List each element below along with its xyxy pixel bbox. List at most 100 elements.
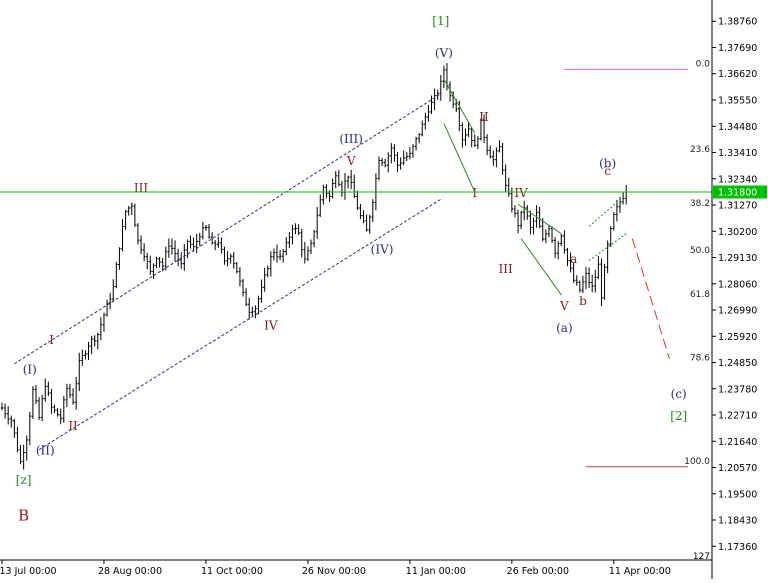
- fibo-level-label: 61.8: [690, 290, 710, 300]
- y-tick-label: 1.28060: [718, 279, 757, 290]
- y-tick-label: 1.38760: [718, 17, 757, 28]
- ohlc-bar: [575, 275, 579, 286]
- ohlc-bar: [220, 237, 223, 254]
- ohlc-bar: [278, 249, 282, 261]
- ohlc-bar: [572, 262, 575, 283]
- ohlc-bar: [207, 223, 211, 239]
- ohlc-bar: [158, 256, 161, 268]
- ohlc-bar: [111, 279, 115, 303]
- ohlc-bar: [183, 244, 186, 271]
- trend-line[interactable]: [520, 238, 562, 296]
- ohlc-bar: [485, 134, 489, 156]
- current-price-label: 1.31800: [718, 188, 757, 199]
- y-tick-label: 1.18430: [718, 516, 757, 527]
- ohlc-bar: [260, 279, 263, 303]
- ohlc-bar: [365, 214, 368, 232]
- ohlc-bar: [84, 350, 87, 360]
- ohlc-bar: [501, 142, 504, 175]
- ohlc-bar: [386, 152, 390, 173]
- ohlc-bar: [291, 224, 294, 245]
- trend-line[interactable]: [38, 198, 442, 451]
- trend-line[interactable]: [443, 78, 476, 134]
- ohlc-bar: [155, 256, 158, 269]
- ohlc-bar: [139, 235, 143, 255]
- ohlc-bar: [226, 251, 229, 267]
- ohlc-bar: [244, 288, 248, 306]
- ohlc-bar: [532, 217, 535, 235]
- ohlc-bars: [0, 62, 628, 470]
- trend-line[interactable]: [517, 203, 562, 235]
- wave-label: (III): [339, 132, 363, 146]
- x-tick-label: 11 Jan 00:00: [406, 566, 466, 577]
- ohlc-bar: [217, 236, 220, 248]
- ohlc-bar: [210, 232, 214, 245]
- ohlc-bar: [40, 394, 44, 422]
- ohlc-bar: [161, 257, 164, 272]
- ohlc-bar: [504, 164, 507, 193]
- ohlc-bar: [192, 237, 195, 252]
- ohlc-bar: [581, 275, 585, 294]
- ohlc-bar: [263, 267, 266, 292]
- wave-label: (I): [23, 363, 37, 377]
- ohlc-bar: [553, 237, 557, 258]
- ohlc-bar: [152, 263, 155, 279]
- ohlc-bar: [427, 105, 430, 122]
- wave-label: c: [604, 164, 611, 178]
- ohlc-bar: [250, 306, 254, 316]
- ohlc-bar: [303, 241, 307, 264]
- ohlc-bar: [284, 237, 288, 256]
- ohlc-bar: [529, 210, 532, 235]
- ohlc-bar: [223, 246, 226, 265]
- ohlc-bar: [6, 406, 10, 425]
- ohlc-bar: [65, 383, 69, 408]
- ohlc-bar: [587, 267, 591, 288]
- y-tick-label: 1.20570: [718, 463, 757, 474]
- ohlc-bar: [22, 444, 25, 470]
- ohlc-bar: [127, 206, 130, 216]
- ohlc-bar: [241, 278, 245, 297]
- ohlc-bar: [578, 280, 582, 293]
- ohlc-bar: [417, 133, 421, 144]
- ohlc-bar: [115, 261, 118, 289]
- ohlc-bar: [621, 191, 625, 205]
- y-tick-label: 1.31270: [718, 201, 757, 212]
- ohlc-bar: [371, 199, 375, 222]
- ohlc-bar: [9, 415, 13, 428]
- trend-line[interactable]: [443, 123, 476, 193]
- wave-label: B: [18, 507, 29, 525]
- ohlc-bar: [77, 352, 81, 392]
- ohlc-bar: [405, 152, 409, 161]
- wave-label: a: [570, 252, 577, 266]
- ohlc-bar: [164, 246, 168, 271]
- ohlc-bar: [390, 143, 393, 164]
- ohlc-bar: [118, 247, 121, 270]
- ohlc-bar: [136, 223, 140, 245]
- ohlc-bar: [254, 305, 257, 319]
- ohlc-bar: [167, 238, 171, 258]
- ohlc-bar: [467, 121, 470, 138]
- ohlc-bar: [559, 233, 563, 246]
- current-price-tag: [713, 185, 767, 199]
- wave-label: [1]: [432, 14, 449, 28]
- ohlc-bar: [479, 118, 483, 141]
- ohlc-bar: [541, 218, 545, 242]
- ohlc-bar: [495, 147, 498, 168]
- ohlc-bar: [516, 209, 520, 234]
- ohlc-bar: [294, 223, 297, 235]
- ohlc-bar: [461, 122, 464, 148]
- ohlc-bar: [121, 219, 124, 252]
- trend-line[interactable]: [14, 93, 442, 365]
- ohlc-bar: [93, 335, 96, 347]
- trend-line[interactable]: [588, 194, 627, 227]
- trend-line[interactable]: [631, 238, 670, 359]
- ohlc-bar: [173, 240, 177, 262]
- ohlc-bar: [74, 376, 78, 410]
- wave-label: V: [559, 299, 569, 313]
- y-tick-label: 1.21640: [718, 437, 757, 448]
- ohlc-bar: [402, 150, 405, 166]
- y-tick-label: 1.34480: [718, 122, 757, 133]
- ohlc-bar: [439, 75, 443, 101]
